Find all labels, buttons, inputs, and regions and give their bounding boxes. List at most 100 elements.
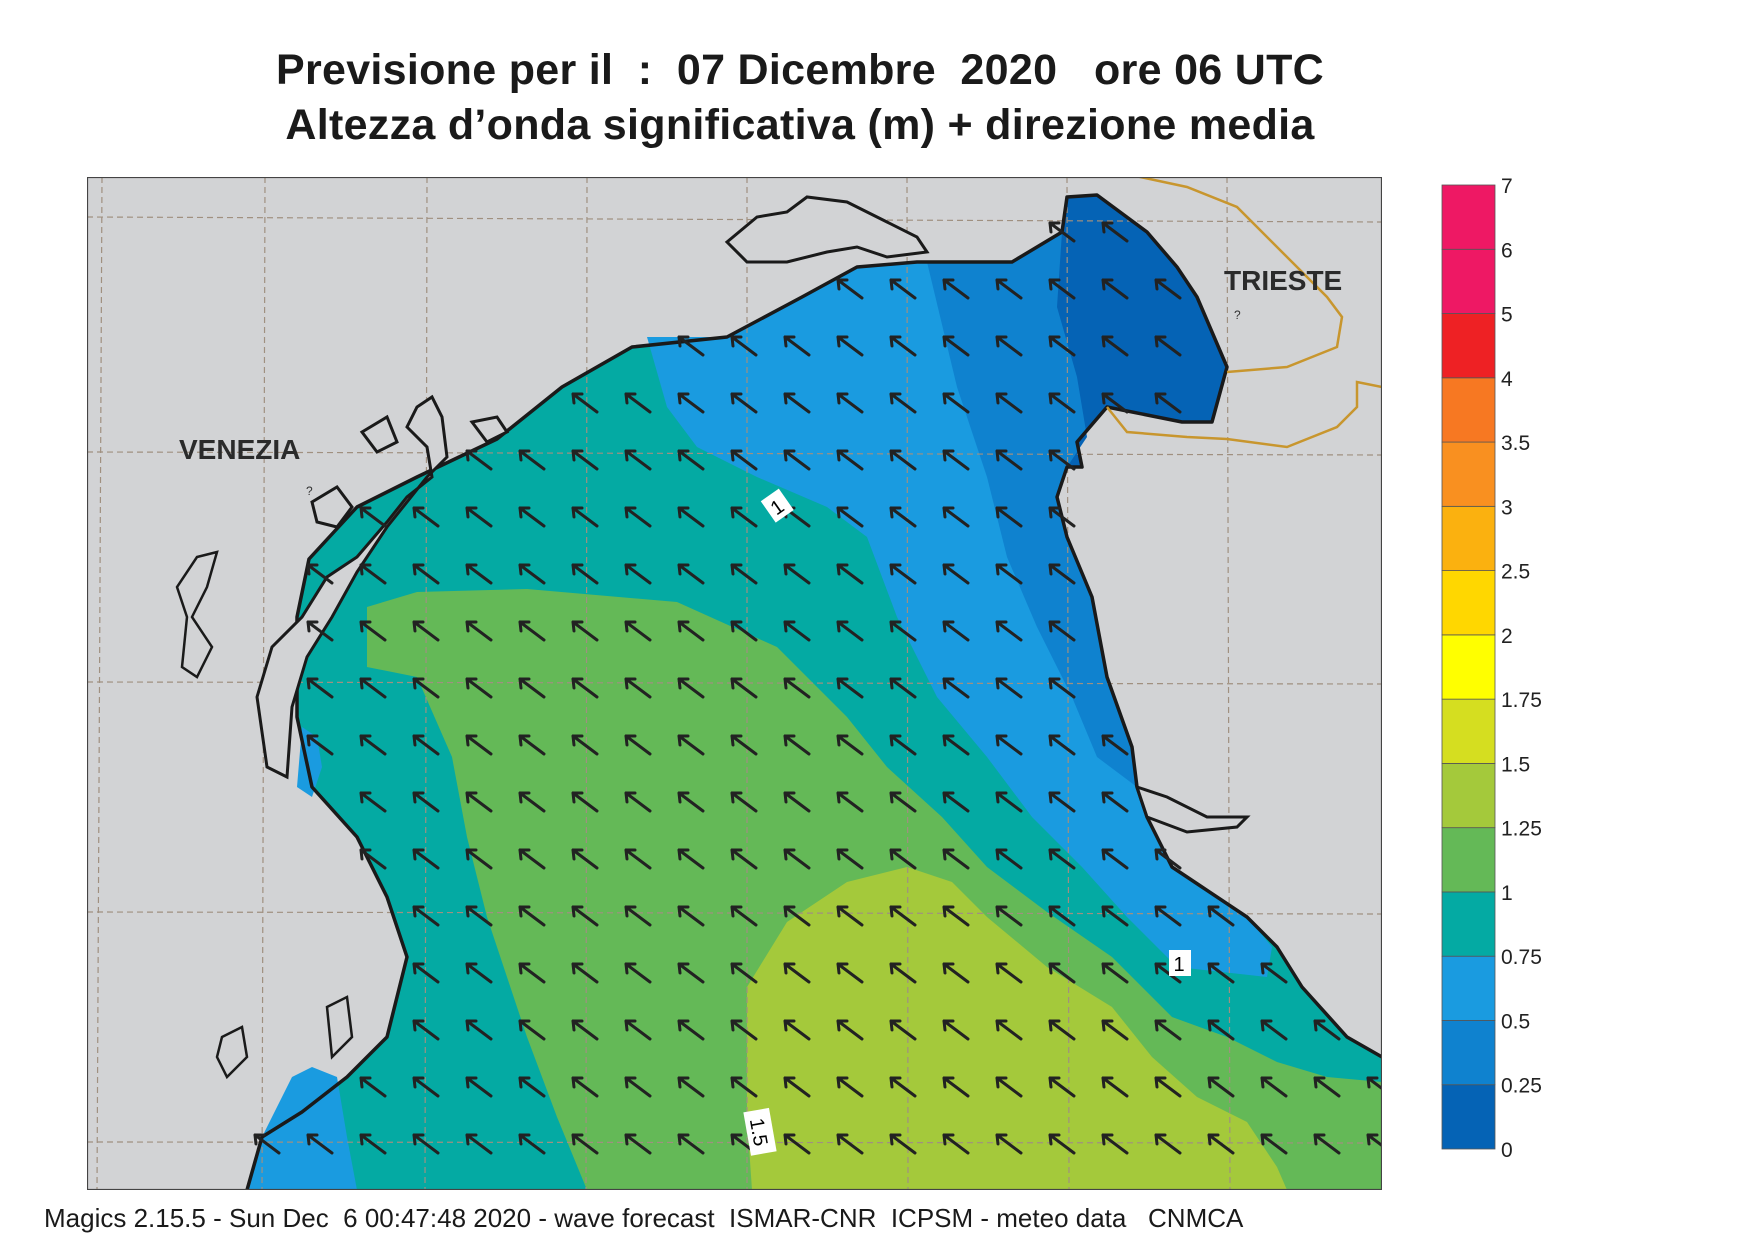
- direction-arrow: [624, 449, 652, 471]
- direction-arrow: [889, 1076, 917, 1098]
- legend-swatch: [1441, 634, 1496, 700]
- direction-arrow: [730, 677, 758, 699]
- direction-arrow: [518, 1019, 546, 1041]
- direction-arrow: [995, 1019, 1023, 1041]
- direction-arrow: [1048, 1076, 1076, 1098]
- direction-arrow: [412, 905, 440, 927]
- direction-arrow: [942, 449, 970, 471]
- legend-label: 6: [1501, 239, 1513, 262]
- direction-arrow: [571, 677, 599, 699]
- legend-swatch: [1441, 955, 1496, 1021]
- direction-arrow: [1048, 962, 1076, 984]
- direction-arrow: [730, 962, 758, 984]
- direction-arrow: [412, 962, 440, 984]
- direction-arrow: [1101, 1133, 1129, 1155]
- legend-swatch: [1441, 441, 1496, 507]
- direction-arrow: [1101, 962, 1129, 984]
- direction-arrow: [836, 620, 864, 642]
- legend-label: 2.5: [1501, 561, 1530, 584]
- direction-arrow: [677, 1076, 705, 1098]
- direction-arrow: [1260, 1133, 1288, 1155]
- direction-arrow: [836, 677, 864, 699]
- legend-label: 7: [1501, 177, 1513, 198]
- direction-arrow: [1154, 1019, 1182, 1041]
- direction-arrow: [1101, 335, 1129, 357]
- direction-arrow: [518, 1076, 546, 1098]
- direction-arrow: [942, 848, 970, 870]
- direction-arrow: [1048, 563, 1076, 585]
- direction-arrow: [306, 620, 334, 642]
- direction-arrow: [412, 677, 440, 699]
- direction-arrow: [783, 449, 811, 471]
- direction-arrow: [1048, 221, 1076, 243]
- direction-arrow: [624, 563, 652, 585]
- direction-arrow: [1260, 1019, 1288, 1041]
- direction-arrow: [836, 1133, 864, 1155]
- direction-arrow: [624, 848, 652, 870]
- lat-lon-grid: [87, 177, 1382, 1190]
- direction-arrow: [571, 563, 599, 585]
- legend-swatch: [1441, 377, 1496, 443]
- direction-arrow: [571, 620, 599, 642]
- legend-swatch: [1441, 763, 1496, 829]
- direction-arrow: [1048, 449, 1076, 471]
- direction-arrow: [942, 791, 970, 813]
- direction-arrow: [730, 449, 758, 471]
- direction-arrow: [412, 563, 440, 585]
- direction-arrow: [836, 392, 864, 414]
- direction-arrow: [1154, 848, 1182, 870]
- legend-swatch: [1441, 184, 1496, 250]
- direction-arrow: [783, 734, 811, 756]
- direction-arrow: [942, 506, 970, 528]
- svg-text:1.5: 1.5: [745, 1117, 771, 1148]
- direction-arrow: [1154, 1133, 1182, 1155]
- direction-arrow: [995, 962, 1023, 984]
- direction-arrow: [518, 677, 546, 699]
- direction-arrow: [783, 905, 811, 927]
- direction-arrow: [889, 962, 917, 984]
- direction-arrow: [889, 905, 917, 927]
- direction-arrow: [624, 392, 652, 414]
- direction-arrow: [995, 278, 1023, 300]
- direction-arrow: [730, 905, 758, 927]
- direction-arrow: [1366, 1133, 1382, 1148]
- direction-arrow: [1154, 335, 1182, 357]
- direction-arrow: [359, 1076, 387, 1098]
- direction-arrow: [465, 506, 493, 528]
- direction-arrow: [571, 1019, 599, 1041]
- direction-arrow: [889, 278, 917, 300]
- direction-arrow: [995, 734, 1023, 756]
- legend-swatch: [1441, 827, 1496, 893]
- direction-arrow: [412, 734, 440, 756]
- direction-arrow: [995, 449, 1023, 471]
- direction-arrow: [1048, 1133, 1076, 1155]
- direction-arrow: [1154, 1076, 1182, 1098]
- direction-arrow: [1101, 791, 1129, 813]
- direction-arrow: [1101, 1019, 1129, 1041]
- direction-arrow: [465, 1076, 493, 1098]
- direction-arrow: [942, 620, 970, 642]
- direction-arrow: [571, 962, 599, 984]
- legend-label: 2: [1501, 625, 1513, 648]
- direction-arrow: [1048, 506, 1076, 528]
- direction-arrow: [1101, 221, 1129, 243]
- mean-direction-arrows: [253, 221, 1382, 1155]
- direction-arrow: [889, 563, 917, 585]
- direction-arrow: [942, 905, 970, 927]
- direction-arrow: [1207, 1019, 1235, 1041]
- direction-arrow: [783, 335, 811, 357]
- direction-arrow: [412, 620, 440, 642]
- direction-arrow: [571, 848, 599, 870]
- direction-arrow: [677, 734, 705, 756]
- direction-arrow: [889, 791, 917, 813]
- legend-swatch: [1441, 1020, 1496, 1086]
- direction-arrow: [412, 1076, 440, 1098]
- direction-arrow: [465, 1019, 493, 1041]
- direction-arrow: [889, 620, 917, 642]
- wave-height-map: 1 1 1.5 VENEZIA TRIESTE ? ?: [87, 177, 1382, 1190]
- direction-arrow: [783, 962, 811, 984]
- direction-arrow: [995, 677, 1023, 699]
- direction-arrow: [995, 1133, 1023, 1155]
- direction-arrow: [942, 278, 970, 300]
- direction-arrow: [571, 734, 599, 756]
